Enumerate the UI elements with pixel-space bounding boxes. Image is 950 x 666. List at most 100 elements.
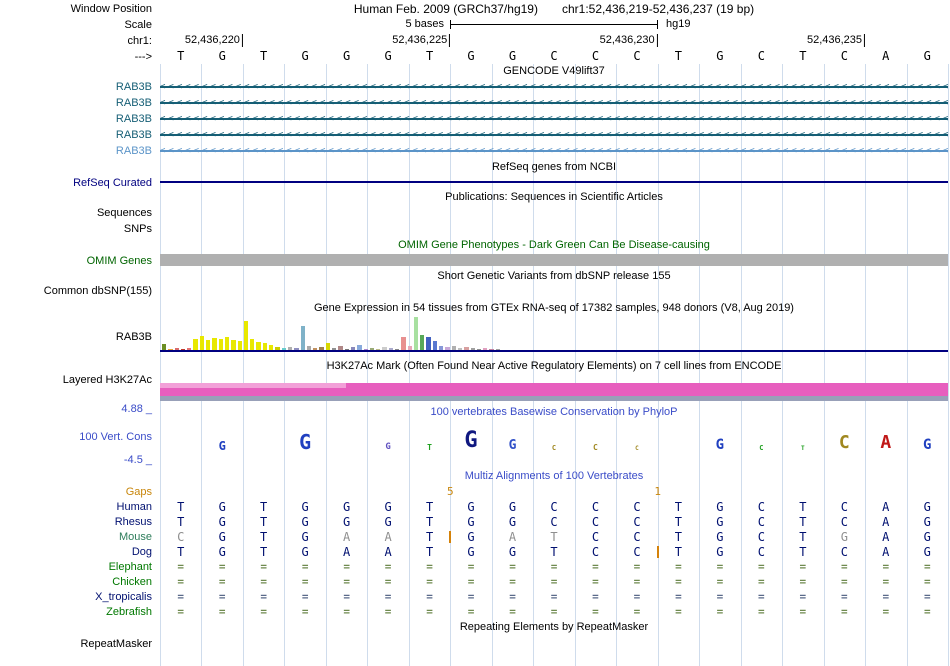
gtex-expression-bar[interactable] [243, 321, 249, 351]
gtex-expression-bar[interactable] [306, 346, 312, 351]
gtex-expression-bar[interactable] [420, 335, 425, 351]
gtex-expression-bar[interactable] [313, 348, 318, 351]
gtex-expression-bar[interactable] [332, 348, 337, 351]
publications-track-title[interactable]: Publications: Sequences in Scientific Ar… [445, 191, 663, 203]
multiz-species-label[interactable]: Zebrafish [106, 606, 152, 618]
gtex-expression-bar[interactable] [432, 341, 438, 351]
refseq-curated-label[interactable]: RefSeq Curated [73, 177, 152, 189]
multiz-species-label[interactable]: Elephant [108, 561, 152, 573]
gtex-expression-bar[interactable] [388, 348, 393, 351]
h3k27ac-label[interactable]: Layered H3K27Ac [62, 374, 152, 386]
multiz-species-label[interactable]: Dog [131, 546, 152, 558]
gtex-expression-bar[interactable] [338, 346, 343, 351]
publications-snps-label[interactable]: SNPs [123, 223, 152, 235]
gtex-expression-bar[interactable] [174, 348, 179, 351]
gtex-expression-bar[interactable] [193, 339, 198, 351]
gtex-expression-bar[interactable] [325, 343, 331, 351]
gtex-expression-bar[interactable] [451, 346, 456, 351]
gtex-expression-bar[interactable] [199, 336, 205, 351]
gtex-expression-bar[interactable] [212, 338, 217, 351]
multiz-species-label[interactable]: Mouse [118, 531, 152, 543]
gencode-transcript-label[interactable]: RAB3B [115, 113, 152, 125]
gencode-transcript-item[interactable]: <<<<<<<<<<<<<<<<<<<<<<<<<<<<<<<<<<<<<<<<… [160, 96, 948, 110]
multiz-track-title[interactable]: Multiz Alignments of 100 Vertebrates [464, 470, 644, 482]
gtex-expression-bar[interactable] [187, 348, 192, 351]
publications-sequences-label[interactable]: Sequences [96, 207, 152, 219]
multiz-species-label[interactable]: Chicken [112, 576, 152, 588]
gtex-expression-bar[interactable] [275, 347, 280, 351]
unalignable-symbol: = [592, 575, 599, 588]
gtex-expression-bar[interactable] [269, 345, 274, 351]
gencode-transcript-item[interactable]: <<<<<<<<<<<<<<<<<<<<<<<<<<<<<<<<<<<<<<<<… [160, 144, 948, 158]
dbsnp-label[interactable]: Common dbSNP(155) [43, 285, 152, 297]
gtex-expression-bar[interactable] [407, 346, 412, 351]
gtex-expression-bar[interactable] [262, 343, 268, 351]
unalignable-symbol: = [260, 605, 267, 618]
multiz-alignment-row[interactable]: = = = = = = = = = = = = = = = = = = = [160, 560, 948, 574]
gencode-transcript-label[interactable]: RAB3B [115, 81, 152, 93]
gtex-expression-bar[interactable] [470, 348, 475, 351]
gtex-expression-bar[interactable] [350, 347, 356, 351]
unalignable-symbol: = [218, 590, 226, 603]
gtex-expression-bar[interactable] [426, 337, 431, 351]
omim-genes-label[interactable]: OMIM Genes [86, 255, 152, 267]
gencode-transcript-item[interactable]: <<<<<<<<<<<<<<<<<<<<<<<<<<<<<<<<<<<<<<<<… [160, 128, 948, 142]
gencode-transcript-label[interactable]: RAB3B [115, 97, 152, 109]
refseq-track-title[interactable]: RefSeq genes from NCBI [491, 161, 617, 173]
gencode-transcript-label[interactable]: RAB3B [115, 145, 152, 157]
gtex-expression-bar[interactable] [218, 339, 223, 351]
multiz-species-label[interactable]: X_tropicalis [95, 591, 152, 603]
gtex-expression-bar[interactable] [483, 348, 488, 351]
h3k27ac-track-title[interactable]: H3K27Ac Mark (Often Found Near Active Re… [326, 360, 782, 372]
gencode-transcript-label[interactable]: RAB3B [115, 129, 152, 141]
gtex-expression-bar[interactable] [237, 341, 242, 351]
phylop-track-title[interactable]: 100 vertebrates Basewise Conservation by… [430, 406, 678, 418]
base-letter: C [840, 49, 848, 63]
gtex-expression-bar[interactable] [464, 347, 469, 351]
gtex-expression-bar[interactable] [162, 344, 167, 351]
dbsnp-track-title[interactable]: Short Genetic Variants from dbSNP releas… [437, 270, 671, 282]
gtex-expression-bar[interactable] [250, 339, 255, 351]
gtex-expression-bar[interactable] [319, 347, 324, 351]
refseq-curated-item[interactable] [160, 181, 948, 183]
repeatmasker-label[interactable]: RepeatMasker [80, 638, 152, 650]
strand-arrow-label[interactable]: ---> [134, 51, 152, 63]
h3k27ac-signal[interactable] [160, 383, 948, 396]
gtex-expression-bar[interactable] [294, 348, 299, 351]
coordinate-row[interactable]: 52,436,220 52,436,225 52,436,230 52,436,235 [160, 34, 948, 47]
omim-track-title[interactable]: OMIM Gene Phenotypes - Dark Green Can Be… [398, 239, 710, 251]
gtex-expression-bar[interactable] [401, 337, 406, 351]
multiz-species-label[interactable]: Human [116, 501, 152, 513]
gtex-expression-bar[interactable] [206, 340, 211, 351]
gtex-expression-bar[interactable] [357, 345, 362, 351]
gtex-expression-bar[interactable] [445, 347, 450, 351]
multiz-species-label[interactable]: Rhesus [114, 516, 152, 528]
gtex-expression-bar[interactable] [256, 342, 261, 351]
multiz-alignment-row[interactable]: = = = = = = = = = = = = = = = = = = = [160, 575, 948, 589]
gtex-expression-bar[interactable] [224, 337, 230, 351]
gtex-expression-bar[interactable] [457, 348, 463, 351]
unalignable-symbol: = [592, 560, 599, 573]
omim-genes-bar[interactable] [160, 254, 948, 266]
gencode-track-title[interactable]: GENCODE V49lift37 [503, 65, 605, 77]
gtex-expression-bar[interactable] [281, 348, 286, 351]
gtex-track-title[interactable]: Gene Expression in 54 tissues from GTEx … [314, 302, 794, 314]
phylop-label[interactable]: 100 Vert. Cons [79, 431, 152, 443]
gtex-expression-bar[interactable] [439, 346, 444, 351]
gencode-transcript-item[interactable]: <<<<<<<<<<<<<<<<<<<<<<<<<<<<<<<<<<<<<<<<… [160, 112, 948, 126]
multiz-alignment-row[interactable]: = = = = = = = = = = = = = = = = = = = [160, 590, 948, 604]
gtex-gene-label[interactable]: RAB3B [115, 331, 152, 343]
gencode-transcript-item[interactable]: <<<<<<<<<<<<<<<<<<<<<<<<<<<<<<<<<<<<<<<<… [160, 80, 948, 94]
gtex-expression-bar[interactable] [287, 347, 293, 351]
gtex-expression-bar[interactable] [231, 340, 236, 351]
gtex-expression-bar[interactable] [413, 317, 419, 351]
repeatmasker-track-title[interactable]: Repeating Elements by RepeatMasker [459, 621, 649, 633]
gtex-expression-bar[interactable] [300, 326, 305, 351]
gtex-expression-bar[interactable] [369, 348, 375, 351]
gtex-expression-bar[interactable] [382, 347, 387, 351]
multiz-alignment-row[interactable]: = = = = = = = = = = = = = = = = = = = [160, 605, 948, 619]
